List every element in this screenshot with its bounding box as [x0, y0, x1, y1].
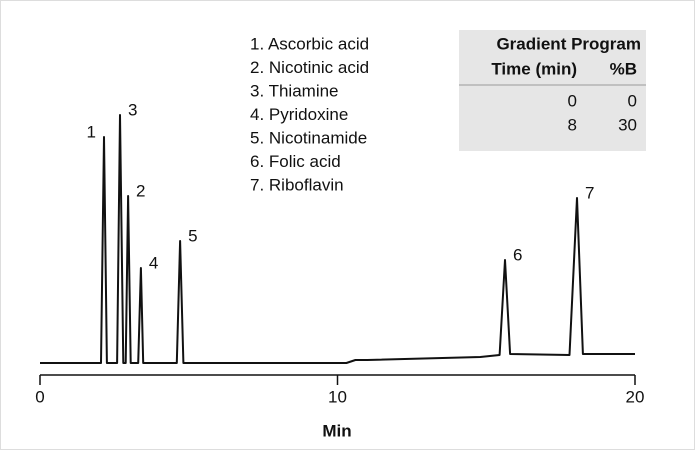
x-tick-label: 20 — [626, 387, 645, 406]
peak-label: 4 — [149, 253, 158, 272]
legend-entry: 7. Riboflavin — [250, 175, 344, 194]
peak-label: 1 — [86, 122, 95, 141]
table-cell: 8 — [568, 115, 577, 134]
table-header: %B — [610, 59, 637, 78]
trace — [40, 114, 635, 364]
legend-entry: 6. Folic acid — [250, 152, 341, 171]
legend-entry: 4. Pyridoxine — [250, 105, 348, 124]
legend-entry: 1. Ascorbic acid — [250, 34, 369, 53]
peak-label: 5 — [188, 226, 197, 245]
legend-entry: 5. Nicotinamide — [250, 128, 367, 147]
table-cell: 0 — [628, 91, 637, 110]
x-tick-label: 0 — [35, 387, 44, 406]
x-axis-label: Min — [322, 421, 351, 440]
legend-entry: 3. Thiamine — [250, 81, 339, 100]
peak-label: 3 — [128, 100, 137, 119]
table-header: Time (min) — [491, 59, 577, 78]
peak-label: 6 — [513, 245, 522, 264]
x-tick-label: 10 — [328, 387, 347, 406]
table-cell: 0 — [568, 91, 577, 110]
peak-label: 2 — [136, 181, 145, 200]
legend-entry: 2. Nicotinic acid — [250, 58, 369, 77]
peak-label: 7 — [585, 183, 594, 202]
table-cell: 30 — [618, 115, 637, 134]
table-box — [459, 30, 646, 151]
table-title: Gradient Program — [496, 34, 641, 53]
